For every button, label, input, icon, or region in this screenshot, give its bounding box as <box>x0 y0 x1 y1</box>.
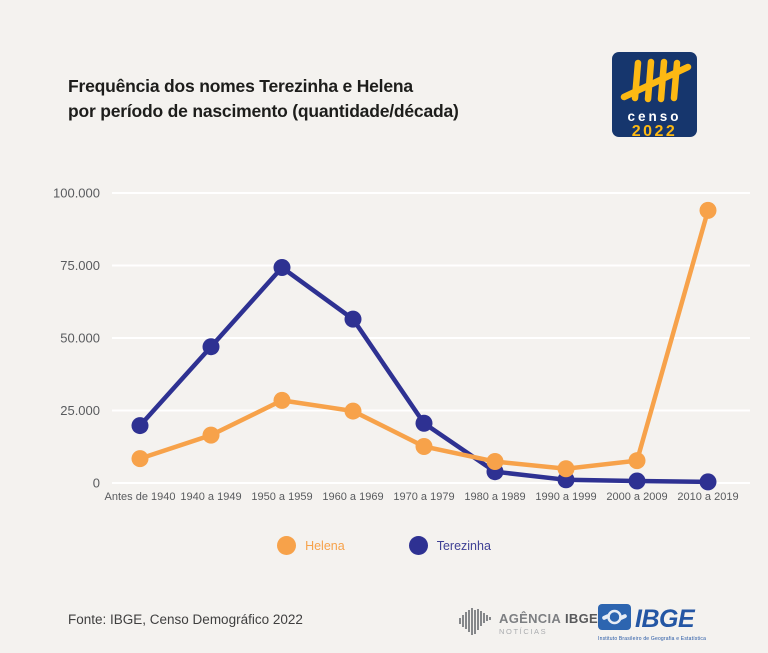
x-tick-label: 1990 a 1999 <box>535 491 596 503</box>
agencia-ibge-noticias-logo: AGÊNCIA IBGE NOTÍCIAS <box>458 606 598 641</box>
y-tick-label: 100.000 <box>53 186 100 201</box>
data-point-terezinha <box>415 414 433 432</box>
tally-marks-icon <box>616 57 694 108</box>
chart-legend: Helena Terezinha <box>0 536 768 555</box>
y-tick-label: 0 <box>93 476 100 491</box>
y-tick-label: 25.000 <box>60 403 100 418</box>
data-point-helena <box>344 402 362 420</box>
legend-item-helena: Helena <box>277 536 345 555</box>
x-tick-label: 1970 a 1979 <box>393 491 454 503</box>
data-point-terezinha <box>628 472 646 490</box>
censo-logo-year: 2022 <box>631 123 678 140</box>
agencia-ibge-wordmark: AGÊNCIA IBGE <box>499 611 598 626</box>
source-note: Fonte: IBGE, Censo Demográfico 2022 <box>68 612 303 627</box>
legend-label: Terezinha <box>436 538 491 553</box>
brazil-map-bars-icon <box>458 606 492 641</box>
ibge-caption: Instituto Brasileiro de Geografia e Esta… <box>598 636 707 642</box>
legend-label: Helena <box>305 538 345 553</box>
data-point-helena <box>273 391 291 409</box>
x-tick-label: 1980 a 1989 <box>464 491 525 503</box>
legend-marker-icon <box>408 536 428 555</box>
chart-title-line2: por período de nascimento (quantidade/dé… <box>68 101 459 121</box>
legend-marker-icon <box>277 536 297 555</box>
data-point-terezinha <box>699 473 717 491</box>
data-point-terezinha <box>273 259 291 277</box>
y-tick-label: 50.000 <box>60 331 100 346</box>
data-point-helena <box>486 453 504 471</box>
x-tick-label: 1960 a 1969 <box>322 491 383 503</box>
data-point-terezinha <box>202 338 220 356</box>
y-tick-label: 75.000 <box>60 258 100 273</box>
ibge-wordmark: IBGE <box>635 605 695 633</box>
x-tick-label: 1950 a 1959 <box>251 491 312 503</box>
chart-title: Frequência dos nomes Terezinha e Helena … <box>68 74 459 124</box>
chart-title-line1: Frequência dos nomes Terezinha e Helena <box>68 76 413 96</box>
ibge-logo: IBGE Instituto Brasileiro de Geografia e… <box>598 604 706 642</box>
data-point-helena <box>131 450 149 468</box>
x-tick-label: Antes de 1940 <box>105 491 176 503</box>
legend-item-terezinha: Terezinha <box>408 536 491 555</box>
x-tick-label: 1940 a 1949 <box>180 491 241 503</box>
data-point-helena <box>628 452 646 470</box>
ibge-emblem-icon <box>598 604 631 635</box>
censo-2022-logo: censo 2022 <box>612 52 697 140</box>
agencia-noticias-label: NOTÍCIAS <box>499 627 548 636</box>
data-point-helena <box>202 426 220 444</box>
data-point-terezinha <box>344 310 362 328</box>
data-point-helena <box>415 437 433 455</box>
data-point-terezinha <box>131 417 149 435</box>
data-point-helena <box>557 460 575 478</box>
x-tick-label: 2000 a 2009 <box>606 491 667 503</box>
censo-logo-word: censo <box>627 109 682 124</box>
data-point-helena <box>699 201 717 219</box>
x-tick-label: 2010 a 2019 <box>677 491 738 503</box>
